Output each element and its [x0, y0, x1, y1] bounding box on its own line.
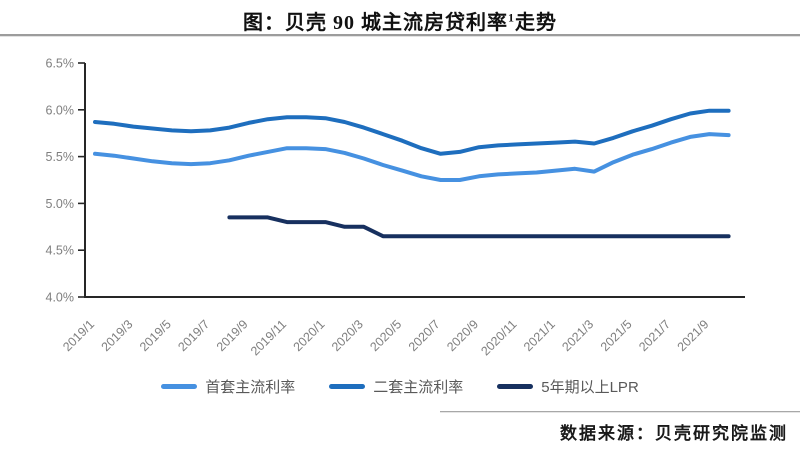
svg-text:2019/9: 2019/9 [214, 317, 251, 354]
chart-legend: 首套主流利率 二套主流利率 5年期以上LPR [0, 376, 800, 397]
chart-title: 图：贝壳 90 城主流房贷利率1走势 [0, 6, 800, 35]
svg-text:4.0%: 4.0% [46, 291, 75, 305]
legend-item-lpr: 5年期以上LPR [497, 376, 639, 397]
data-source-caption: 数据来源：贝壳研究院监测 [560, 424, 788, 443]
title-divider-line [0, 34, 800, 37]
svg-text:2019/3: 2019/3 [99, 317, 136, 354]
legend-item-second-home: 二套主流利率 [329, 376, 463, 397]
first-home-line-swatch [161, 384, 198, 389]
second-home-line-swatch [329, 384, 366, 389]
chart-title-text: 图：贝壳 90 城主流房贷利率 [243, 12, 508, 34]
svg-text:2019/11: 2019/11 [248, 317, 289, 358]
legend-item-first-home: 首套主流利率 [161, 376, 295, 397]
svg-text:2020/3: 2020/3 [329, 317, 366, 354]
svg-text:2020/7: 2020/7 [406, 317, 443, 354]
legend-label-lpr: 5年期以上LPR [541, 379, 639, 396]
svg-text:2021/9: 2021/9 [675, 317, 712, 354]
svg-text:2021/3: 2021/3 [559, 317, 596, 354]
chart-title-footnote-marker: 1 [508, 10, 515, 25]
legend-label-second-home: 二套主流利率 [373, 379, 464, 396]
svg-text:2021/7: 2021/7 [636, 317, 673, 354]
svg-text:2019/1: 2019/1 [60, 317, 97, 354]
svg-text:5.0%: 5.0% [46, 197, 75, 211]
svg-text:6.0%: 6.0% [46, 103, 75, 117]
svg-text:2019/5: 2019/5 [137, 317, 174, 354]
svg-text:2020/9: 2020/9 [444, 317, 481, 354]
svg-text:2021/5: 2021/5 [598, 317, 635, 354]
svg-text:2019/7: 2019/7 [175, 317, 212, 354]
svg-text:2020/11: 2020/11 [478, 317, 519, 358]
lpr-line-swatch [497, 384, 534, 389]
svg-text:5.5%: 5.5% [46, 150, 75, 164]
chart-title-suffix: 走势 [515, 12, 557, 34]
legend-label-first-home: 首套主流利率 [205, 379, 296, 396]
svg-text:6.5%: 6.5% [46, 57, 75, 71]
svg-text:4.5%: 4.5% [46, 244, 75, 258]
svg-text:2021/1: 2021/1 [521, 317, 558, 354]
svg-text:2020/1: 2020/1 [291, 317, 328, 354]
svg-text:2020/5: 2020/5 [367, 317, 404, 354]
source-divider-line [440, 411, 800, 413]
